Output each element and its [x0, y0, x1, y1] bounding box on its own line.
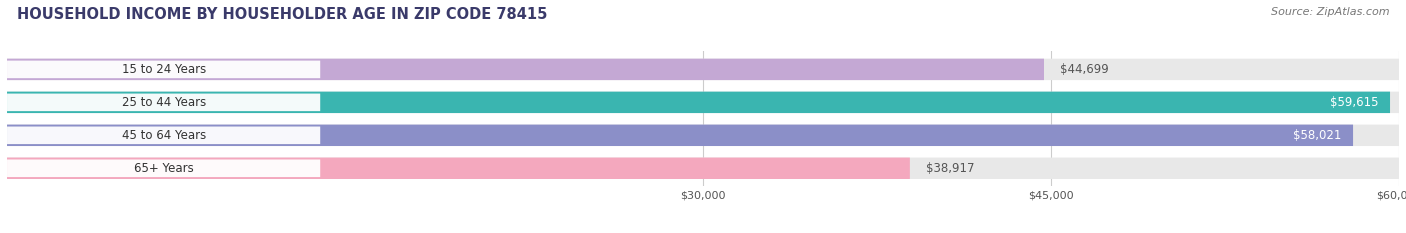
FancyBboxPatch shape [7, 59, 1045, 80]
FancyBboxPatch shape [7, 94, 321, 111]
Text: $58,021: $58,021 [1294, 129, 1341, 142]
FancyBboxPatch shape [7, 158, 910, 179]
Text: HOUSEHOLD INCOME BY HOUSEHOLDER AGE IN ZIP CODE 78415: HOUSEHOLD INCOME BY HOUSEHOLDER AGE IN Z… [17, 7, 547, 22]
FancyBboxPatch shape [7, 92, 1391, 113]
FancyBboxPatch shape [7, 127, 321, 144]
Text: 45 to 64 Years: 45 to 64 Years [121, 129, 205, 142]
Text: 65+ Years: 65+ Years [134, 162, 194, 175]
Text: 15 to 24 Years: 15 to 24 Years [121, 63, 205, 76]
FancyBboxPatch shape [7, 61, 321, 78]
FancyBboxPatch shape [7, 125, 1399, 146]
FancyBboxPatch shape [7, 125, 1353, 146]
FancyBboxPatch shape [7, 159, 321, 177]
Text: $38,917: $38,917 [927, 162, 974, 175]
Text: $59,615: $59,615 [1330, 96, 1378, 109]
Text: Source: ZipAtlas.com: Source: ZipAtlas.com [1271, 7, 1389, 17]
Text: 25 to 44 Years: 25 to 44 Years [121, 96, 205, 109]
FancyBboxPatch shape [7, 59, 1399, 80]
FancyBboxPatch shape [7, 158, 1399, 179]
Text: $44,699: $44,699 [1060, 63, 1109, 76]
FancyBboxPatch shape [7, 92, 1399, 113]
